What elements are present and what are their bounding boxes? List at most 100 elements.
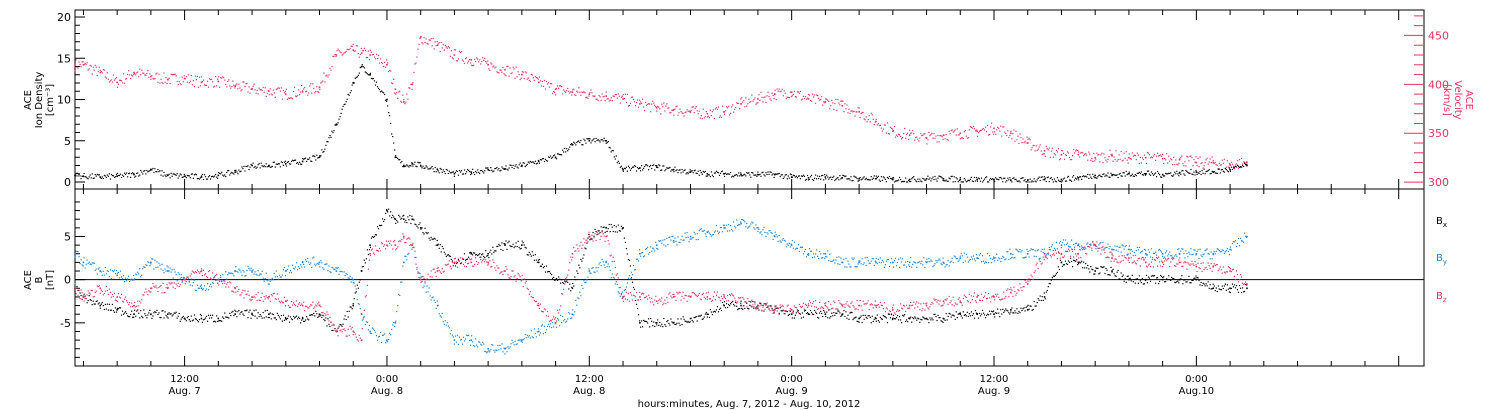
density-series-sample (583, 138, 585, 140)
velocity-series-sample (223, 77, 225, 79)
bx-series-point (166, 313, 169, 315)
by-series-sample (782, 237, 784, 240)
by-series-sample (1187, 256, 1189, 258)
density-series-sample (207, 176, 210, 178)
density-series-sample (809, 176, 812, 178)
bx-series-sample (916, 319, 918, 321)
bx-series-sample (1055, 273, 1057, 275)
density-series-sample (985, 176, 988, 178)
bx-series-sample (171, 315, 173, 317)
bx-series-sample (197, 321, 200, 323)
density-series-sample (346, 98, 348, 100)
velocity-series-sample (609, 99, 611, 101)
velocity-series-sample (357, 52, 359, 55)
bx-series-sample (702, 318, 704, 320)
density-series-sample (659, 165, 661, 167)
by-series-sample (783, 239, 785, 242)
velocity-series-sample (860, 112, 862, 115)
bx-series-sample (454, 265, 457, 267)
velocity-series-sample (172, 73, 174, 76)
bx-series-sample (549, 272, 552, 274)
bx-series-sample (177, 315, 179, 317)
density-series-sample (607, 140, 609, 143)
bx-series-sample (208, 317, 211, 319)
bx-series-sample (488, 257, 490, 259)
velocity-series-sample (777, 90, 779, 92)
by-series-sample (695, 238, 697, 241)
velocity-series-sample (778, 88, 780, 90)
density-series-sample (480, 169, 482, 172)
density-series-sample (79, 175, 81, 177)
velocity-series-sample (629, 102, 632, 105)
by-series-sample (271, 277, 273, 280)
bx-series-sample (670, 318, 672, 320)
bx-series-sample (612, 230, 614, 233)
density-series-sample (1185, 169, 1187, 172)
velocity-series-sample (742, 101, 744, 103)
bx-series-sample (125, 312, 128, 315)
velocity-series-sample (1068, 156, 1071, 159)
density-series-sample (1243, 162, 1246, 164)
velocity-series-sample (177, 83, 179, 86)
density-series-sample (1000, 176, 1002, 179)
by-series-sample (902, 258, 904, 260)
density-series-sample (605, 142, 607, 144)
density-series-point (605, 139, 607, 142)
bx-series-sample (624, 241, 626, 243)
by-series-sample (311, 266, 313, 269)
bx-series-sample (828, 309, 830, 311)
by-series-sample (263, 280, 265, 282)
density-series-sample (950, 175, 952, 178)
density-series-sample (864, 178, 866, 180)
density-series-sample (840, 178, 842, 180)
bx-series-sample (873, 318, 875, 320)
velocity-series-sample (808, 94, 811, 96)
velocity-series-sample (550, 83, 553, 85)
density-series-sample (806, 174, 809, 177)
by-series-sample (423, 285, 425, 287)
by-series-sample (358, 303, 360, 305)
velocity-series-sample (963, 131, 965, 133)
density-series-sample (730, 171, 732, 174)
bx-series-sample (693, 317, 695, 319)
velocity-series-sample (237, 88, 239, 90)
by-series-sample (573, 314, 575, 316)
density-series-sample (1160, 176, 1162, 178)
density-series-sample (232, 172, 234, 174)
by-series-sample (1203, 253, 1205, 255)
density-series-sample (1133, 175, 1135, 177)
by-series-sample (1090, 243, 1092, 245)
density-series-sample (567, 150, 569, 152)
bx-series-sample (662, 326, 664, 328)
density-series-sample (464, 173, 467, 175)
velocity-series-sample (85, 63, 87, 66)
x-tick-time-label: 0:00 (1185, 374, 1207, 385)
density-series-sample (379, 91, 382, 93)
velocity-series-sample (198, 76, 201, 78)
density-series-sample (436, 168, 438, 170)
velocity-series-sample (247, 91, 249, 93)
by-series-sample (568, 311, 570, 314)
by-series-sample (469, 344, 472, 346)
by-series-sample (82, 265, 84, 267)
velocity-series-sample (1157, 155, 1160, 157)
density-series-sample (1135, 174, 1137, 177)
density-series-sample (803, 175, 806, 177)
bx-series-sample (103, 308, 105, 311)
density-series-sample (316, 154, 318, 156)
velocity-series-sample (1039, 144, 1041, 146)
density-series-sample (519, 162, 521, 164)
density-series-sample (210, 176, 213, 178)
density-series-sample (120, 176, 123, 179)
by-series-sample (156, 261, 158, 263)
density-series-sample (241, 166, 243, 168)
by-series-sample (1014, 257, 1016, 259)
velocity-series-sample (427, 43, 429, 45)
by-series-sample (1122, 245, 1124, 247)
by-series-sample (296, 269, 299, 271)
bx-series-sample (919, 321, 921, 323)
density-series-sample (595, 137, 597, 140)
density-series-sample (833, 175, 835, 177)
by-series-sample (215, 279, 217, 282)
density-series-point (1128, 172, 1130, 175)
